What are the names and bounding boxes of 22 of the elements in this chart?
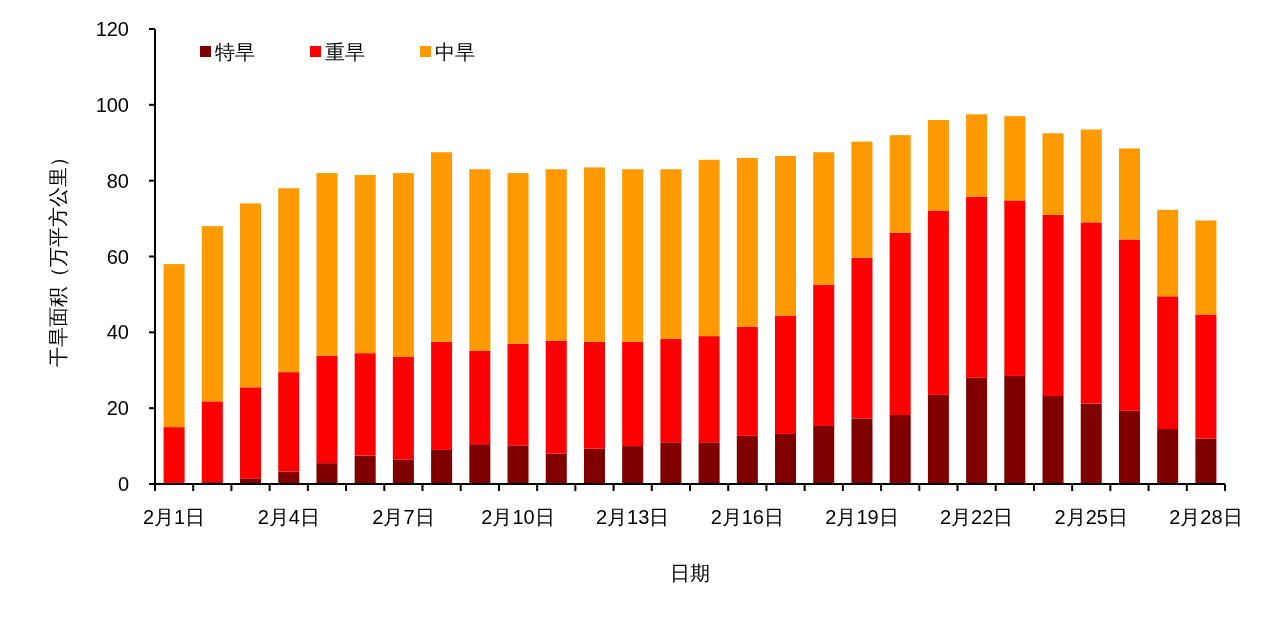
x-tick-label: 2月25日 <box>1054 506 1128 528</box>
y-tick-label: 120 <box>95 18 129 40</box>
x-tick-label: 2月22日 <box>939 506 1014 528</box>
x-tick-label: 2月19日 <box>825 506 899 528</box>
y-axis-title: 干旱面积（万平方公里） <box>47 146 69 367</box>
y-tick-label: 40 <box>106 321 129 344</box>
y-tick-label: 0 <box>117 473 129 495</box>
y-tick-label: 100 <box>95 93 129 116</box>
legend-label: 重旱 <box>325 41 365 63</box>
legend-label: 特旱 <box>215 41 255 63</box>
legend-label: 中旱 <box>435 41 475 63</box>
y-tick-label: 20 <box>106 397 129 420</box>
x-tick-label: 2月4日 <box>257 506 320 528</box>
x-tick-label: 2月1日 <box>142 506 206 528</box>
x-axis-title: 日期 <box>670 562 710 584</box>
x-tick-label: 2月16日 <box>710 506 785 528</box>
x-tick-label: 2月28日 <box>1169 506 1243 528</box>
x-tick-label: 2月10日 <box>481 506 555 528</box>
y-tick-label: 80 <box>106 169 129 192</box>
x-tick-label: 2月13日 <box>595 506 670 528</box>
x-tick-label: 2月7日 <box>372 506 435 528</box>
y-tick-label: 60 <box>106 245 129 268</box>
